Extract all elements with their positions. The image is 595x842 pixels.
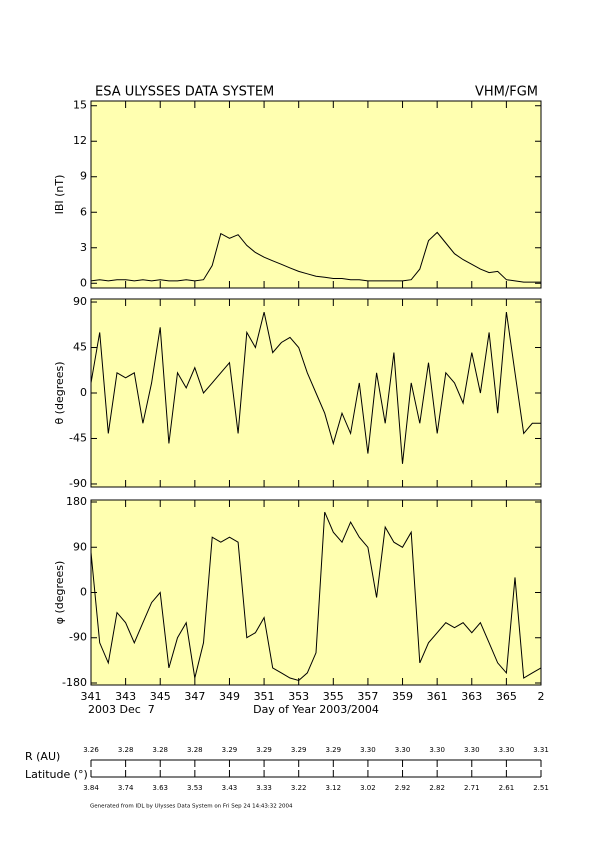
r-value: 3.28	[187, 746, 203, 754]
x-tick-label: 357	[357, 690, 378, 703]
lat-value: 2.71	[464, 784, 480, 792]
x-axis-label: Day of Year 2003/2004	[253, 703, 379, 716]
start-date: 2003 Dec 7	[88, 703, 155, 716]
lat-value: 3.53	[187, 784, 203, 792]
y-tick-label: 12	[73, 134, 87, 147]
x-tick-label: 345	[150, 690, 171, 703]
r-value: 3.26	[83, 746, 99, 754]
lat-value: 3.12	[326, 784, 342, 792]
x-tick-label: 361	[427, 690, 448, 703]
r-value: 3.29	[291, 746, 307, 754]
y-tick-label: -45	[69, 431, 87, 444]
lat-value: 3.22	[291, 784, 307, 792]
x-tick-label: 341	[81, 690, 102, 703]
y-tick-label: -90	[69, 631, 87, 644]
header-right: VHM/FGM	[475, 85, 538, 100]
r-value: 3.30	[429, 746, 445, 754]
r-label: R (AU)	[25, 750, 60, 763]
r-value: 3.28	[118, 746, 134, 754]
y-tick-label: 6	[80, 205, 87, 218]
y-tick-label: 0	[80, 386, 87, 399]
lat-value: 3.63	[152, 784, 168, 792]
lat-value: 3.74	[118, 784, 134, 792]
x-tick-label: 365	[496, 690, 517, 703]
lat-label: Latitude (°)	[25, 768, 88, 781]
r-value: 3.30	[464, 746, 480, 754]
lat-value: 3.33	[256, 784, 272, 792]
y-tick-label: 0	[80, 586, 87, 599]
r-value: 3.30	[360, 746, 376, 754]
r-value: 3.29	[222, 746, 238, 754]
y-tick-label: -180	[62, 676, 87, 689]
panel-background	[91, 500, 541, 685]
r-value: 3.29	[256, 746, 272, 754]
lat-value: 3.43	[222, 784, 238, 792]
y-tick-label: 15	[73, 99, 87, 112]
r-value: 3.29	[326, 746, 342, 754]
lat-value: 2.51	[533, 784, 549, 792]
y-axis-label: θ (degrees)	[53, 361, 66, 424]
r-value: 3.30	[395, 746, 411, 754]
data-line	[91, 311, 541, 464]
y-tick-label: -90	[69, 477, 87, 490]
y-tick-label: 45	[73, 341, 87, 354]
y-axis-label: IBI (nT)	[53, 175, 66, 215]
lat-value: 2.61	[499, 784, 515, 792]
x-tick-label: 351	[254, 690, 275, 703]
panel-frame	[90, 100, 542, 289]
lat-value: 2.82	[429, 784, 445, 792]
lat-value: 2.92	[395, 784, 411, 792]
x-tick-label: 2	[538, 690, 545, 703]
data-line	[91, 511, 541, 682]
r-value: 3.31	[533, 746, 549, 754]
x-tick-label: 343	[115, 690, 136, 703]
r-value: 3.30	[499, 746, 515, 754]
y-axis-label: φ (degrees)	[53, 561, 66, 625]
x-tick-label: 355	[323, 690, 344, 703]
lat-value: 3.84	[83, 784, 99, 792]
x-tick-label: 359	[392, 690, 413, 703]
r-value: 3.28	[152, 746, 168, 754]
x-tick-label: 363	[461, 690, 482, 703]
footer: Generated from IDL by Ulysses Data Syste…	[90, 804, 293, 810]
y-tick-label: 180	[66, 495, 87, 508]
lat-value: 3.02	[360, 784, 376, 792]
x-tick-label: 349	[219, 690, 240, 703]
x-tick-label: 353	[288, 690, 309, 703]
x-tick-label: 347	[184, 690, 205, 703]
data-line	[91, 231, 541, 283]
header-left: ESA ULYSSES DATA SYSTEM	[95, 85, 274, 100]
y-tick-label: 90	[73, 295, 87, 308]
panel-background	[91, 101, 541, 288]
y-tick-label: 3	[80, 241, 87, 254]
y-tick-label: 90	[73, 540, 87, 553]
y-tick-label: 9	[80, 170, 87, 183]
y-tick-label: 0	[80, 276, 87, 289]
